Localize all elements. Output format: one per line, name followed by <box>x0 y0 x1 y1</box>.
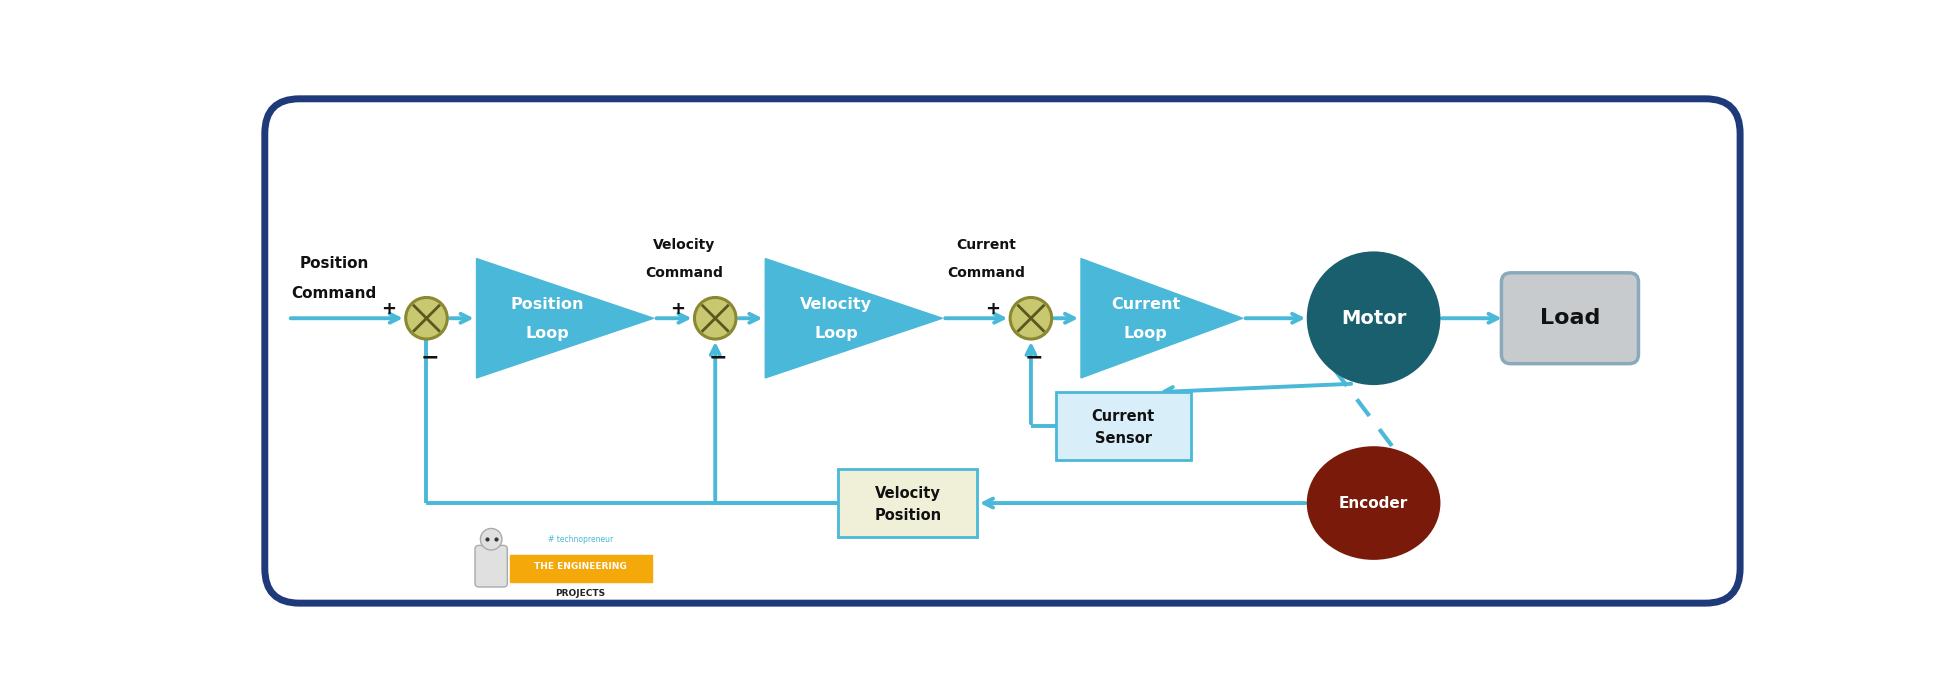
Text: Position: Position <box>510 297 585 312</box>
Text: +: + <box>381 300 395 318</box>
Text: Loop: Loop <box>1124 326 1167 341</box>
Polygon shape <box>1081 259 1241 378</box>
Text: PROJECTS: PROJECTS <box>555 589 606 598</box>
Text: Motor: Motor <box>1341 309 1406 328</box>
FancyBboxPatch shape <box>264 99 1740 603</box>
Circle shape <box>1308 253 1439 384</box>
Text: Command: Command <box>291 286 377 302</box>
Circle shape <box>481 528 502 550</box>
Text: Velocity: Velocity <box>800 297 872 312</box>
Text: Load: Load <box>1539 309 1599 328</box>
Text: Position: Position <box>299 256 369 270</box>
Text: Loop: Loop <box>813 326 858 341</box>
Text: Position: Position <box>874 508 940 523</box>
Circle shape <box>1009 297 1052 339</box>
Text: Command: Command <box>645 266 723 280</box>
Text: # technopreneur: # technopreneur <box>547 534 612 543</box>
Text: Velocity: Velocity <box>874 486 940 500</box>
Polygon shape <box>764 259 942 378</box>
FancyBboxPatch shape <box>1056 392 1191 460</box>
FancyBboxPatch shape <box>475 546 506 587</box>
Text: Sensor: Sensor <box>1095 431 1151 446</box>
FancyBboxPatch shape <box>510 555 651 582</box>
Circle shape <box>405 297 448 339</box>
Text: −: − <box>710 348 727 368</box>
Text: Current: Current <box>1110 297 1179 312</box>
FancyBboxPatch shape <box>839 469 978 537</box>
Ellipse shape <box>1308 448 1439 559</box>
Text: Current: Current <box>956 238 1017 252</box>
Text: Current: Current <box>1091 409 1153 423</box>
Text: +: + <box>985 300 1001 318</box>
Text: Velocity: Velocity <box>653 238 716 252</box>
Circle shape <box>694 297 735 339</box>
Text: −: − <box>420 348 438 368</box>
Text: Loop: Loop <box>526 326 569 341</box>
Text: −: − <box>1024 348 1042 368</box>
Text: Command: Command <box>948 266 1024 280</box>
Text: +: + <box>669 300 684 318</box>
FancyBboxPatch shape <box>1501 273 1638 363</box>
Text: THE ENGINEERING: THE ENGINEERING <box>534 562 626 571</box>
Text: Encoder: Encoder <box>1339 496 1408 511</box>
Polygon shape <box>477 259 653 378</box>
